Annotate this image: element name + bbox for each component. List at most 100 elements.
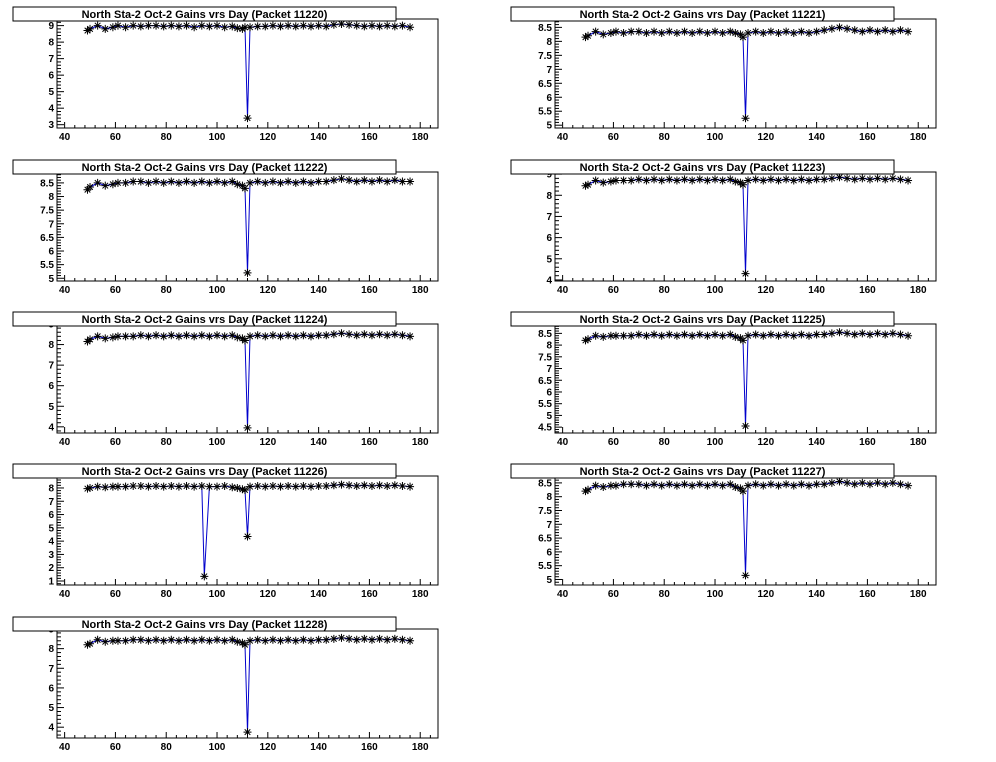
data-point-marker	[159, 22, 168, 31]
data-point-marker	[136, 331, 145, 340]
data-point-marker	[591, 481, 600, 490]
data-point-marker	[136, 177, 145, 186]
x-tick-label: 100	[707, 589, 724, 600]
data-point-marker	[888, 329, 897, 338]
data-point-marker	[789, 331, 798, 340]
data-point-marker	[93, 21, 102, 30]
data-point-marker	[627, 331, 636, 340]
data-point-marker	[243, 268, 252, 277]
data-point-marker	[276, 22, 285, 31]
data-point-marker	[360, 634, 369, 643]
data-point-marker	[782, 27, 791, 36]
data-point-marker	[228, 483, 237, 492]
x-tick-label: 120	[757, 285, 774, 296]
data-point-marker	[246, 23, 255, 32]
y-tick-label: 8	[546, 37, 552, 48]
data-point-marker	[738, 336, 747, 345]
series-group	[581, 328, 913, 430]
data-point-marker	[695, 27, 704, 36]
data-point-marker	[329, 20, 338, 29]
data-point-marker	[352, 21, 361, 30]
series-line	[87, 178, 411, 273]
data-point-marker	[738, 487, 747, 496]
data-point-marker	[213, 177, 222, 186]
x-tick-label: 120	[259, 285, 276, 296]
x-tick-label: 120	[259, 589, 276, 600]
data-point-marker	[680, 480, 689, 489]
title-box	[510, 463, 895, 479]
data-point-marker	[858, 329, 867, 338]
data-point-marker	[253, 635, 262, 644]
data-point-marker	[744, 176, 753, 185]
data-point-marker	[827, 478, 836, 487]
data-point-marker	[228, 331, 237, 340]
data-point-marker	[284, 635, 293, 644]
series-line	[87, 332, 411, 428]
x-tick-label: 100	[209, 589, 226, 600]
data-point-marker	[360, 481, 369, 490]
y-tick-label: 7.5	[40, 206, 54, 217]
y-tick-label: 5.5	[40, 260, 54, 271]
data-point-marker	[314, 635, 323, 644]
chart-panel-1: 40 60 80 100 120 140 160 180 3 4 5 6 7 8 9 North Sta-2 …	[12, 6, 439, 143]
data-point-marker	[383, 635, 392, 644]
data-point-marker	[360, 330, 369, 339]
data-point-marker	[650, 330, 659, 339]
x-tick-label: 140	[310, 132, 327, 143]
data-point-marker	[642, 331, 651, 340]
data-point-marker	[197, 177, 206, 186]
data-point-marker	[711, 27, 720, 36]
x-tick-label: 40	[557, 589, 569, 600]
data-point-marker	[390, 481, 399, 490]
data-point-marker	[367, 177, 376, 186]
y-tick-label: 8	[48, 192, 54, 203]
y-tick-label: 6.5	[40, 233, 54, 244]
data-point-marker	[190, 23, 199, 32]
x-tick-label: 100	[707, 437, 724, 448]
title-box	[12, 311, 397, 327]
data-point-marker	[782, 175, 791, 184]
data-point-marker	[314, 21, 323, 30]
data-point-marker	[375, 481, 384, 490]
data-point-marker	[144, 178, 153, 187]
x-tick-label: 60	[608, 285, 620, 296]
data-point-marker	[101, 24, 110, 33]
data-point-marker	[741, 421, 750, 430]
data-point-marker	[352, 635, 361, 644]
data-point-marker	[307, 22, 315, 31]
data-point-marker	[820, 26, 829, 35]
data-point-marker	[345, 481, 354, 490]
x-tick-label: 140	[808, 132, 825, 143]
data-point-marker	[751, 330, 760, 339]
x-tick-label: 80	[659, 285, 671, 296]
data-point-marker	[688, 176, 697, 185]
data-point-marker	[197, 331, 206, 340]
data-point-marker	[190, 636, 199, 645]
data-point-marker	[101, 181, 110, 190]
data-point-marker	[383, 177, 392, 186]
data-point-marker	[665, 330, 674, 339]
y-tick-label: 7.5	[538, 51, 552, 62]
data-point-marker	[774, 28, 783, 37]
data-point-marker	[805, 331, 813, 340]
y-tick-label: 6.5	[538, 79, 552, 90]
data-point-marker	[751, 175, 760, 184]
data-point-marker	[337, 174, 346, 183]
data-point-marker	[881, 175, 890, 184]
data-point-marker	[284, 481, 293, 490]
data-point-marker	[246, 178, 255, 187]
x-tick-label: 100	[209, 742, 226, 753]
data-point-marker	[220, 332, 229, 341]
data-point-marker	[108, 636, 117, 645]
x-tick-label: 40	[59, 742, 71, 753]
data-point-marker	[159, 178, 168, 187]
data-point-marker	[243, 532, 252, 541]
data-point-marker	[581, 336, 590, 345]
data-point-marker	[820, 175, 829, 184]
x-tick-label: 140	[310, 589, 327, 600]
data-point-marker	[731, 483, 740, 492]
series-group	[83, 480, 415, 581]
data-point-marker	[406, 332, 415, 341]
data-point-marker	[650, 175, 659, 184]
data-point-marker	[314, 331, 323, 340]
